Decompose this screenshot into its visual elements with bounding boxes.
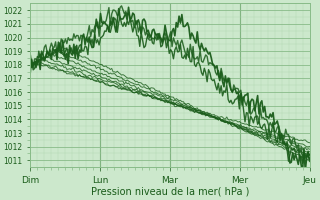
X-axis label: Pression niveau de la mer( hPa ): Pression niveau de la mer( hPa ) [91, 187, 249, 197]
